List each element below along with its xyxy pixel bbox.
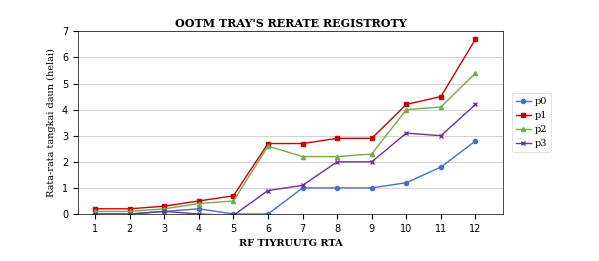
p2 bbox=[472, 72, 479, 75]
p0 bbox=[334, 186, 341, 189]
p1 bbox=[230, 194, 237, 197]
p0 bbox=[92, 212, 99, 216]
p1 bbox=[264, 142, 271, 145]
Line: p3: p3 bbox=[93, 102, 477, 217]
p3 bbox=[334, 160, 341, 163]
p1 bbox=[472, 38, 479, 41]
p3 bbox=[299, 184, 306, 187]
p1 bbox=[195, 199, 202, 203]
p2 bbox=[264, 145, 271, 148]
p1 bbox=[437, 95, 444, 98]
p2 bbox=[195, 202, 202, 205]
p3 bbox=[368, 160, 376, 163]
p1 bbox=[299, 142, 306, 145]
p0 bbox=[368, 186, 376, 189]
p3 bbox=[437, 134, 444, 137]
p0 bbox=[472, 139, 479, 143]
p3 bbox=[126, 212, 134, 216]
p1 bbox=[92, 207, 99, 210]
p3 bbox=[195, 212, 202, 216]
Line: p0: p0 bbox=[93, 139, 477, 216]
p0 bbox=[403, 181, 410, 184]
p3 bbox=[161, 210, 168, 213]
p0 bbox=[230, 212, 237, 216]
p1 bbox=[126, 207, 134, 210]
p2 bbox=[368, 152, 376, 156]
Legend: p0, p1, p2, p3: p0, p1, p2, p3 bbox=[512, 93, 551, 152]
p3 bbox=[92, 212, 99, 216]
p0 bbox=[161, 210, 168, 213]
p2 bbox=[403, 108, 410, 111]
p3 bbox=[403, 132, 410, 135]
p0 bbox=[195, 207, 202, 210]
p2 bbox=[230, 199, 237, 203]
p2 bbox=[161, 207, 168, 210]
p3 bbox=[264, 189, 271, 192]
p1 bbox=[403, 103, 410, 106]
p1 bbox=[368, 137, 376, 140]
p2 bbox=[92, 210, 99, 213]
p1 bbox=[334, 137, 341, 140]
p0 bbox=[264, 212, 271, 216]
p0 bbox=[437, 165, 444, 169]
p3 bbox=[472, 103, 479, 106]
Title: OOTM TRAY'S RERATE REGISTROTY: OOTM TRAY'S RERATE REGISTROTY bbox=[175, 18, 406, 29]
p2 bbox=[126, 210, 134, 213]
Y-axis label: Rata-rata tangkai daun (helai): Rata-rata tangkai daun (helai) bbox=[47, 48, 56, 197]
p2 bbox=[299, 155, 306, 158]
p0 bbox=[299, 186, 306, 189]
p1 bbox=[161, 205, 168, 208]
Line: p1: p1 bbox=[93, 37, 477, 211]
p3 bbox=[230, 214, 237, 217]
p2 bbox=[334, 155, 341, 158]
p2 bbox=[437, 105, 444, 109]
p0 bbox=[126, 212, 134, 216]
X-axis label: RF TIYRUUTG RTA: RF TIYRUUTG RTA bbox=[238, 239, 343, 248]
Line: p2: p2 bbox=[93, 71, 477, 213]
